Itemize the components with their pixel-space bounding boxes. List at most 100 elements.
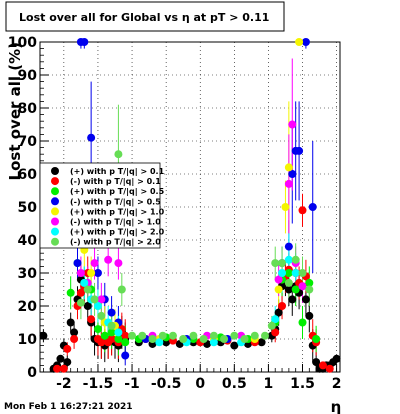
data-point-series-7 <box>114 328 123 337</box>
data-point-series-2 <box>63 344 72 353</box>
data-point-series-6 <box>114 259 123 268</box>
data-point-series-8 <box>230 331 239 340</box>
data-point-series-7 <box>155 338 164 347</box>
x-tick-label: -1 <box>124 376 140 392</box>
data-point-series-1 <box>70 328 79 337</box>
data-point-series-2 <box>70 335 79 343</box>
data-point-series-4 <box>301 38 310 46</box>
data-point-series-6 <box>298 282 307 291</box>
y-tick-label: 80 <box>18 101 38 117</box>
data-point-series-6 <box>97 295 106 304</box>
data-point-series-8 <box>128 331 137 340</box>
y-tick-label: 100 <box>8 35 37 51</box>
legend-marker <box>51 207 59 216</box>
legend-entry: (-) with p T/|q| > 2.0 <box>51 237 161 247</box>
data-point-series-5 <box>281 203 290 211</box>
legend-entry: (+) with p T/|q| > 0.1 <box>51 167 165 176</box>
data-point-series-1 <box>257 338 266 347</box>
data-point-series-1 <box>305 311 314 320</box>
data-point-series-2 <box>271 328 280 337</box>
data-point-series-8 <box>189 331 198 340</box>
data-point-series-2 <box>121 331 130 340</box>
chart-title: Lost over all for Global vs η at pT > 0.… <box>19 11 269 24</box>
legend-label: (-) with p T/|q| > 0.5 <box>70 197 161 206</box>
legend-label: (+) with p T/|q| > 0.5 <box>70 187 165 196</box>
chart-title-box: Lost over all for Global vs η at pT > 0.… <box>5 1 285 32</box>
data-point-series-2 <box>53 364 62 373</box>
points-layer <box>39 38 341 373</box>
data-point-series-7 <box>80 278 89 287</box>
title-frame <box>5 1 285 32</box>
y-tick-label: 20 <box>18 299 38 315</box>
data-point-series-8 <box>90 295 99 304</box>
data-point-series-4 <box>80 38 89 46</box>
data-point-series-8 <box>97 311 106 320</box>
data-point-series-7 <box>271 315 280 324</box>
data-point-series-6 <box>288 120 297 129</box>
legend-marker <box>51 237 59 246</box>
legend-label: (-) with p T/|q| > 1.0 <box>70 218 161 227</box>
legend-label: (-) with p T/|q| > 0.1 <box>70 177 161 186</box>
data-point-series-8 <box>114 150 123 159</box>
data-point-series-6 <box>76 269 85 277</box>
x-tick-label: -0.5 <box>151 376 182 392</box>
data-point-series-1 <box>288 295 297 304</box>
data-point-series-4 <box>308 203 317 211</box>
data-point-series-1 <box>63 358 72 367</box>
data-point-series-8 <box>240 335 249 343</box>
data-point-series-4 <box>93 269 102 277</box>
legend-entry: (-) with p T/|q| > 1.0 <box>51 217 161 227</box>
data-point-series-2 <box>87 315 96 324</box>
data-point-series-2 <box>278 302 287 310</box>
data-point-series-8 <box>291 255 300 264</box>
legend-label: (+) with p T/|q| > 1.0 <box>70 207 165 216</box>
data-point-series-4 <box>87 133 96 142</box>
legend-entry: (-) with p T/|q| > 0.1 <box>51 177 161 186</box>
data-point-series-8 <box>138 331 147 340</box>
legend-marker <box>51 217 59 226</box>
data-point-series-8 <box>250 331 259 340</box>
data-point-series-1 <box>301 295 310 304</box>
data-point-series-6 <box>274 275 283 284</box>
x-tick-label: -1.5 <box>83 376 114 392</box>
legend-marker <box>51 197 59 206</box>
data-point-series-1 <box>83 302 92 310</box>
data-point-series-1 <box>230 341 239 350</box>
data-point-series-3 <box>121 338 130 347</box>
data-point-series-3 <box>66 288 75 297</box>
legend-entry: (+) with p T/|q| > 0.5 <box>51 187 165 196</box>
data-point-series-7 <box>284 255 293 264</box>
data-point-series-3 <box>284 269 293 277</box>
data-point-series-1 <box>274 308 283 317</box>
data-point-series-8 <box>267 321 276 330</box>
data-point-series-1 <box>39 331 48 340</box>
data-point-series-6 <box>90 259 99 268</box>
data-point-series-1 <box>332 354 341 363</box>
legend-marker <box>51 167 59 175</box>
data-point-series-8 <box>298 269 307 277</box>
data-point-series-8 <box>209 331 218 340</box>
data-point-series-2 <box>59 364 68 373</box>
data-point-series-2 <box>107 335 116 343</box>
data-point-series-6 <box>104 255 113 264</box>
data-point-series-3 <box>100 331 109 340</box>
y-tick-label: 60 <box>18 167 38 183</box>
data-point-series-6 <box>284 179 293 188</box>
data-point-series-1 <box>56 354 65 363</box>
data-point-series-4 <box>288 170 297 178</box>
data-point-series-5 <box>87 269 96 277</box>
legend-marker <box>51 187 59 196</box>
data-point-series-3 <box>291 285 300 294</box>
y-tick-label: 90 <box>18 68 38 84</box>
x-tick-label: 1.5 <box>290 376 315 392</box>
data-point-series-8 <box>117 285 126 294</box>
ticks-layer: -2 -1.5 -1 -0.5 0 0.5 1 1.5 20102030405060708090… <box>8 35 342 392</box>
data-point-series-4 <box>107 308 116 317</box>
legend-entry: (+) with p T/|q| > 2.0 <box>51 227 165 237</box>
data-point-series-4 <box>295 146 304 155</box>
data-point-series-7 <box>291 269 300 277</box>
data-point-series-5 <box>295 38 304 46</box>
data-point-series-8 <box>278 259 287 268</box>
data-point-series-3 <box>298 318 307 327</box>
